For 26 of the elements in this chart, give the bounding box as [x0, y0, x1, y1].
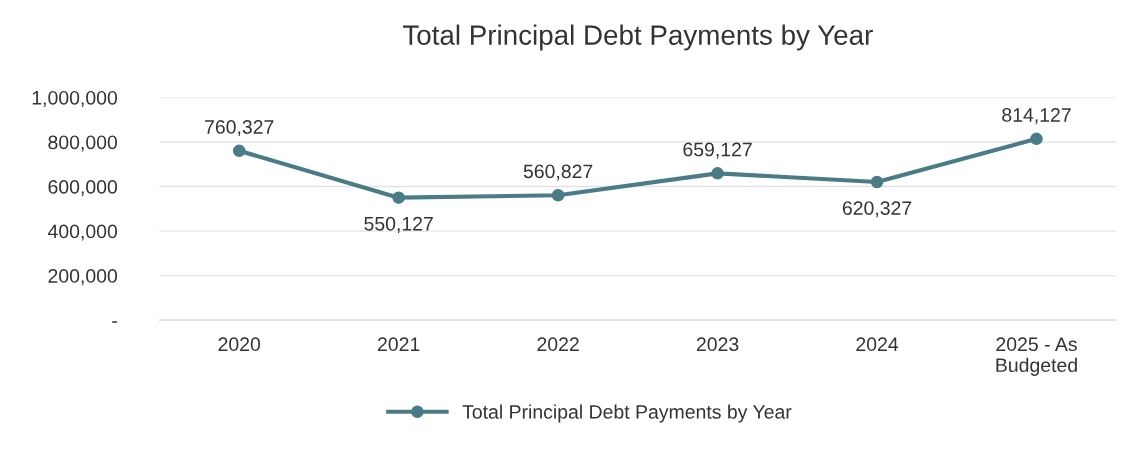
- point: [551, 189, 565, 202]
- x-tick-label: 2021: [378, 337, 420, 352]
- chart-title: Total Principal Debt Payments by Year: [403, 24, 873, 51]
- x-tick-label: 2025 - As Budgeted: [996, 337, 1077, 376]
- x-tick-label: 2020: [218, 337, 261, 352]
- point: [870, 175, 884, 189]
- point: [392, 191, 405, 204]
- data-label: 814,127: [1002, 108, 1071, 125]
- y-tick-label: 600,000: [48, 180, 118, 197]
- x-tick-label: 2023: [696, 337, 739, 352]
- point: [711, 167, 724, 180]
- legend-label: Total Principal Debt Payments by Year: [462, 404, 792, 423]
- y-tick-label: 1,000,000: [32, 90, 118, 107]
- point: [232, 144, 246, 158]
- data-label: 620,327: [842, 201, 912, 218]
- y-tick-label: 200,000: [48, 269, 118, 286]
- y-tick-label: 800,000: [48, 135, 118, 152]
- y-tick-label: 400,000: [47, 224, 118, 241]
- data-label: 659,127: [683, 142, 752, 159]
- x-tick-label: 2024: [856, 337, 899, 352]
- point: [1030, 132, 1043, 146]
- y-tick-label: -: [112, 321, 117, 323]
- x-tick-label: 2022: [537, 337, 579, 352]
- data-label: 550,127: [364, 216, 433, 233]
- data-label: 760,327: [205, 120, 274, 137]
- data-label: 560,827: [523, 164, 593, 181]
